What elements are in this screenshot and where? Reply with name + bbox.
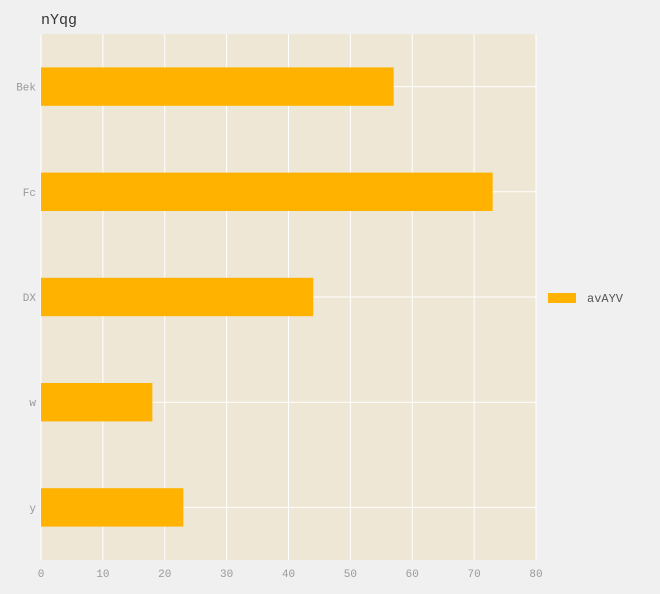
bar-Fc <box>41 172 493 211</box>
y-tick-label: Bek <box>16 83 36 95</box>
x-tick-label: 40 <box>282 569 295 581</box>
bar-DX <box>41 277 314 317</box>
x-tick-label: 10 <box>96 569 109 581</box>
x-tick-label: 30 <box>220 569 233 581</box>
y-tick-label: Fc <box>23 188 36 200</box>
y-axis-ticks: Bek Fc DX w y <box>16 83 36 516</box>
x-tick-label: 60 <box>406 569 419 581</box>
bar-y <box>41 488 184 527</box>
y-tick-label: y <box>29 503 36 515</box>
legend: avAYV <box>548 292 624 306</box>
legend-swatch <box>548 293 576 303</box>
bar-Bek <box>41 67 394 106</box>
x-tick-label: 50 <box>344 569 357 581</box>
x-tick-label: 20 <box>158 569 171 581</box>
chart-title: nYqg <box>41 12 77 29</box>
bars <box>41 67 493 527</box>
y-tick-label: w <box>29 398 36 410</box>
legend-label: avAYV <box>587 292 624 306</box>
x-tick-label: 70 <box>468 569 481 581</box>
bar-w <box>41 383 153 422</box>
x-tick-label: 80 <box>529 569 542 581</box>
y-tick-label: DX <box>23 293 37 305</box>
x-tick-label: 0 <box>38 569 45 581</box>
x-axis-ticks: 0 10 20 30 40 50 60 70 80 <box>38 569 543 581</box>
